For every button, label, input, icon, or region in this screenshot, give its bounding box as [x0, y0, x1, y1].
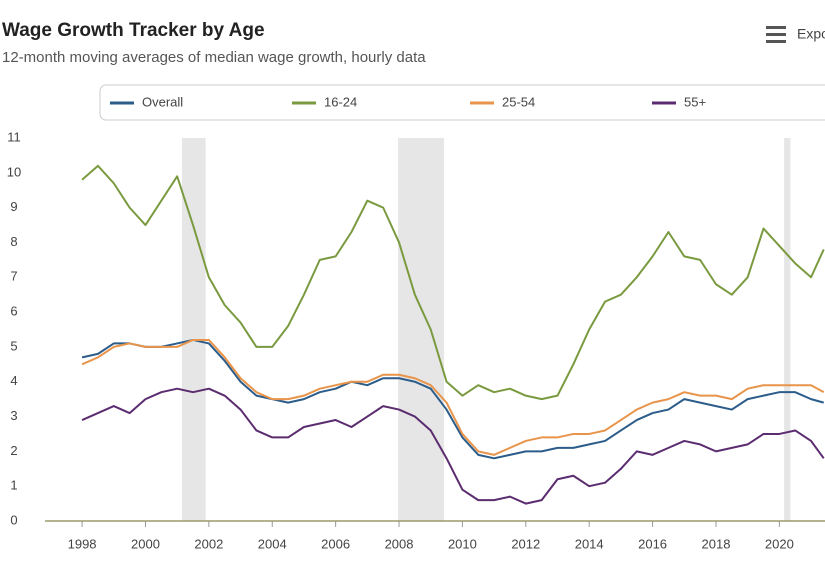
legend-label[interactable]: 25-54 [502, 94, 535, 109]
x-tick-label: 2010 [448, 536, 477, 551]
y-tick-label: 11 [7, 129, 21, 144]
y-tick-label: 8 [10, 234, 17, 249]
x-tick-label: 2006 [321, 536, 350, 551]
chart-title: Wage Growth Tracker by Age [2, 20, 265, 41]
series-line [81, 338, 825, 456]
x-tick-label: 2000 [131, 536, 160, 551]
recession-shade [398, 138, 445, 521]
recession-shade [784, 138, 791, 521]
legend-label[interactable]: Overall [142, 94, 183, 109]
x-tick-label: 1998 [68, 536, 97, 551]
y-tick-label: 3 [10, 408, 17, 423]
y-tick-label: 2 [10, 443, 17, 458]
y-tick-label: 6 [10, 304, 17, 319]
x-tick-label: 2008 [385, 536, 414, 551]
recession-shade [181, 138, 206, 521]
y-tick-label: 7 [10, 269, 17, 284]
legend-label[interactable]: 16-24 [324, 94, 357, 109]
y-tick-label: 1 [10, 478, 17, 493]
x-tick-label: 2014 [575, 536, 604, 551]
series-line [81, 338, 824, 460]
x-tick-label: 2004 [258, 536, 287, 551]
x-tick-label: 2018 [702, 536, 731, 551]
x-tick-label: 2002 [194, 536, 223, 551]
legend-label[interactable]: 55+ [684, 94, 706, 109]
x-tick-label: 2020 [765, 536, 794, 551]
x-tick-label: 2016 [638, 536, 667, 551]
menu-icon [766, 33, 786, 36]
series-line [81, 164, 825, 401]
y-tick-label: 5 [10, 338, 17, 353]
x-tick-label: 2012 [511, 536, 540, 551]
y-tick-label: 10 [7, 164, 21, 179]
y-tick-label: 0 [10, 512, 17, 527]
legend-box [99, 84, 825, 121]
menu-icon [766, 40, 786, 43]
series-line [81, 387, 825, 505]
chart-subtitle: 12-month moving averages of median wage … [2, 49, 426, 66]
menu-icon [766, 26, 786, 29]
y-tick-label: 4 [10, 373, 17, 388]
export-label: Export [797, 26, 825, 42]
export-button[interactable]: Export [766, 26, 825, 43]
y-tick-label: 9 [10, 199, 17, 214]
